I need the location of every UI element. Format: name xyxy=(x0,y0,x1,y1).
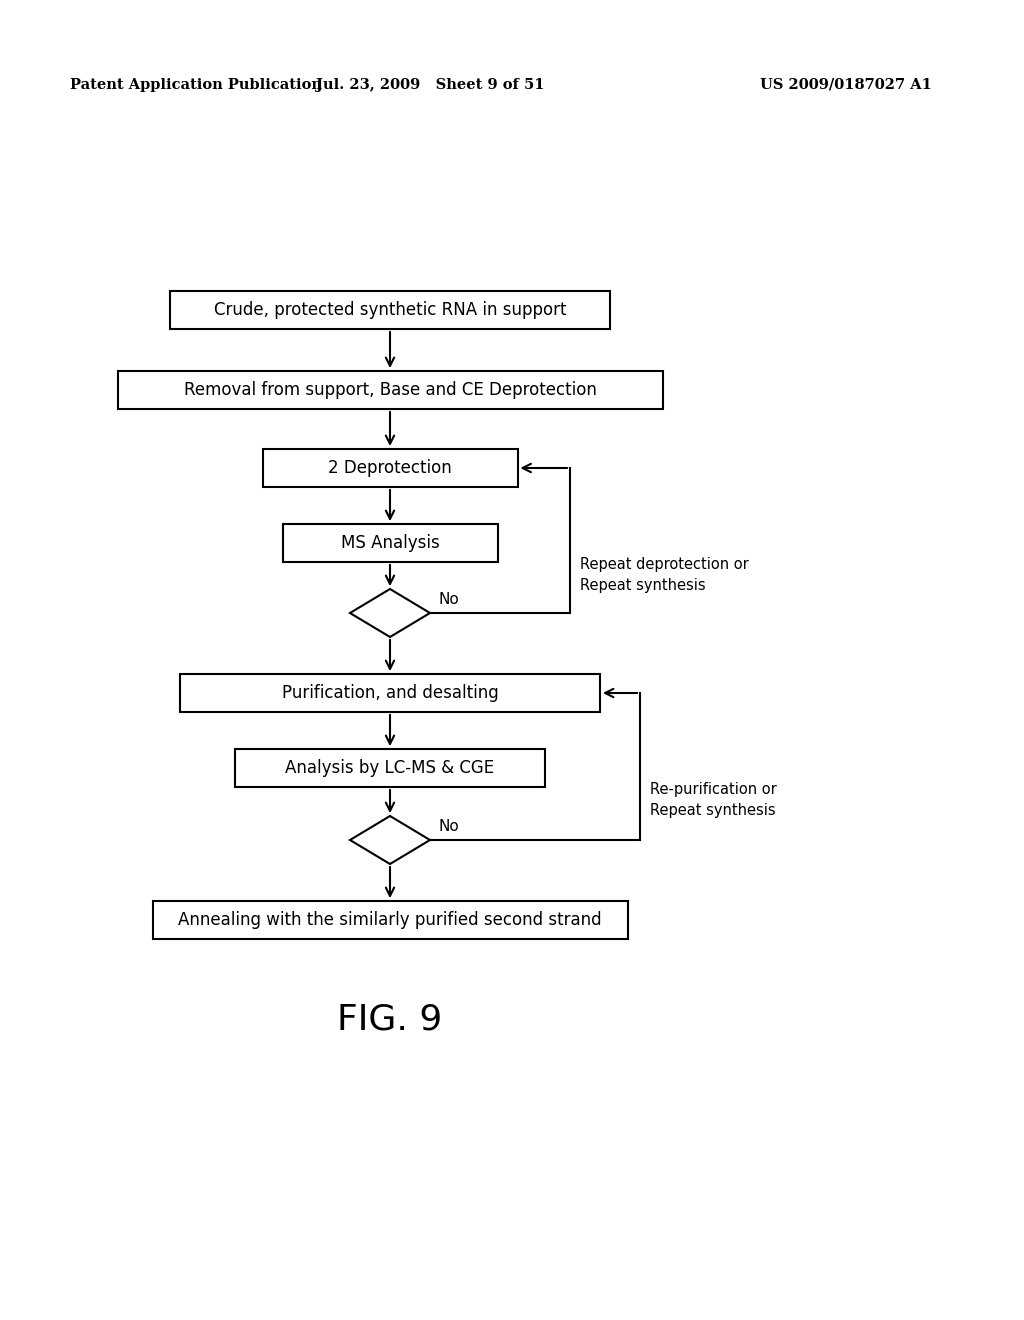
Text: Annealing with the similarly purified second strand: Annealing with the similarly purified se… xyxy=(178,911,602,929)
Text: Crude, protected synthetic RNA in support: Crude, protected synthetic RNA in suppor… xyxy=(214,301,566,319)
Text: Repeat deprotection or
Repeat synthesis: Repeat deprotection or Repeat synthesis xyxy=(580,557,749,593)
Polygon shape xyxy=(350,816,430,865)
Bar xyxy=(170,290,610,329)
Text: Removal from support, Base and CE Deprotection: Removal from support, Base and CE Deprot… xyxy=(183,381,596,399)
Text: 2 Deprotection: 2 Deprotection xyxy=(328,459,452,477)
Text: MS Analysis: MS Analysis xyxy=(341,535,439,552)
Bar xyxy=(262,449,517,487)
Text: Re-purification or
Repeat synthesis: Re-purification or Repeat synthesis xyxy=(650,781,777,818)
Text: No: No xyxy=(438,818,459,834)
Text: FIG. 9: FIG. 9 xyxy=(337,1003,442,1038)
Text: Purification, and desalting: Purification, and desalting xyxy=(282,684,499,702)
Bar xyxy=(234,748,545,787)
Bar xyxy=(180,675,600,711)
Text: Analysis by LC-MS & CGE: Analysis by LC-MS & CGE xyxy=(286,759,495,777)
Text: Patent Application Publication: Patent Application Publication xyxy=(70,78,322,92)
Bar xyxy=(118,371,663,409)
Text: US 2009/0187027 A1: US 2009/0187027 A1 xyxy=(760,78,932,92)
Text: No: No xyxy=(438,591,459,607)
Bar xyxy=(153,902,628,939)
Polygon shape xyxy=(350,589,430,638)
Text: Jul. 23, 2009   Sheet 9 of 51: Jul. 23, 2009 Sheet 9 of 51 xyxy=(315,78,544,92)
Bar xyxy=(283,524,498,562)
